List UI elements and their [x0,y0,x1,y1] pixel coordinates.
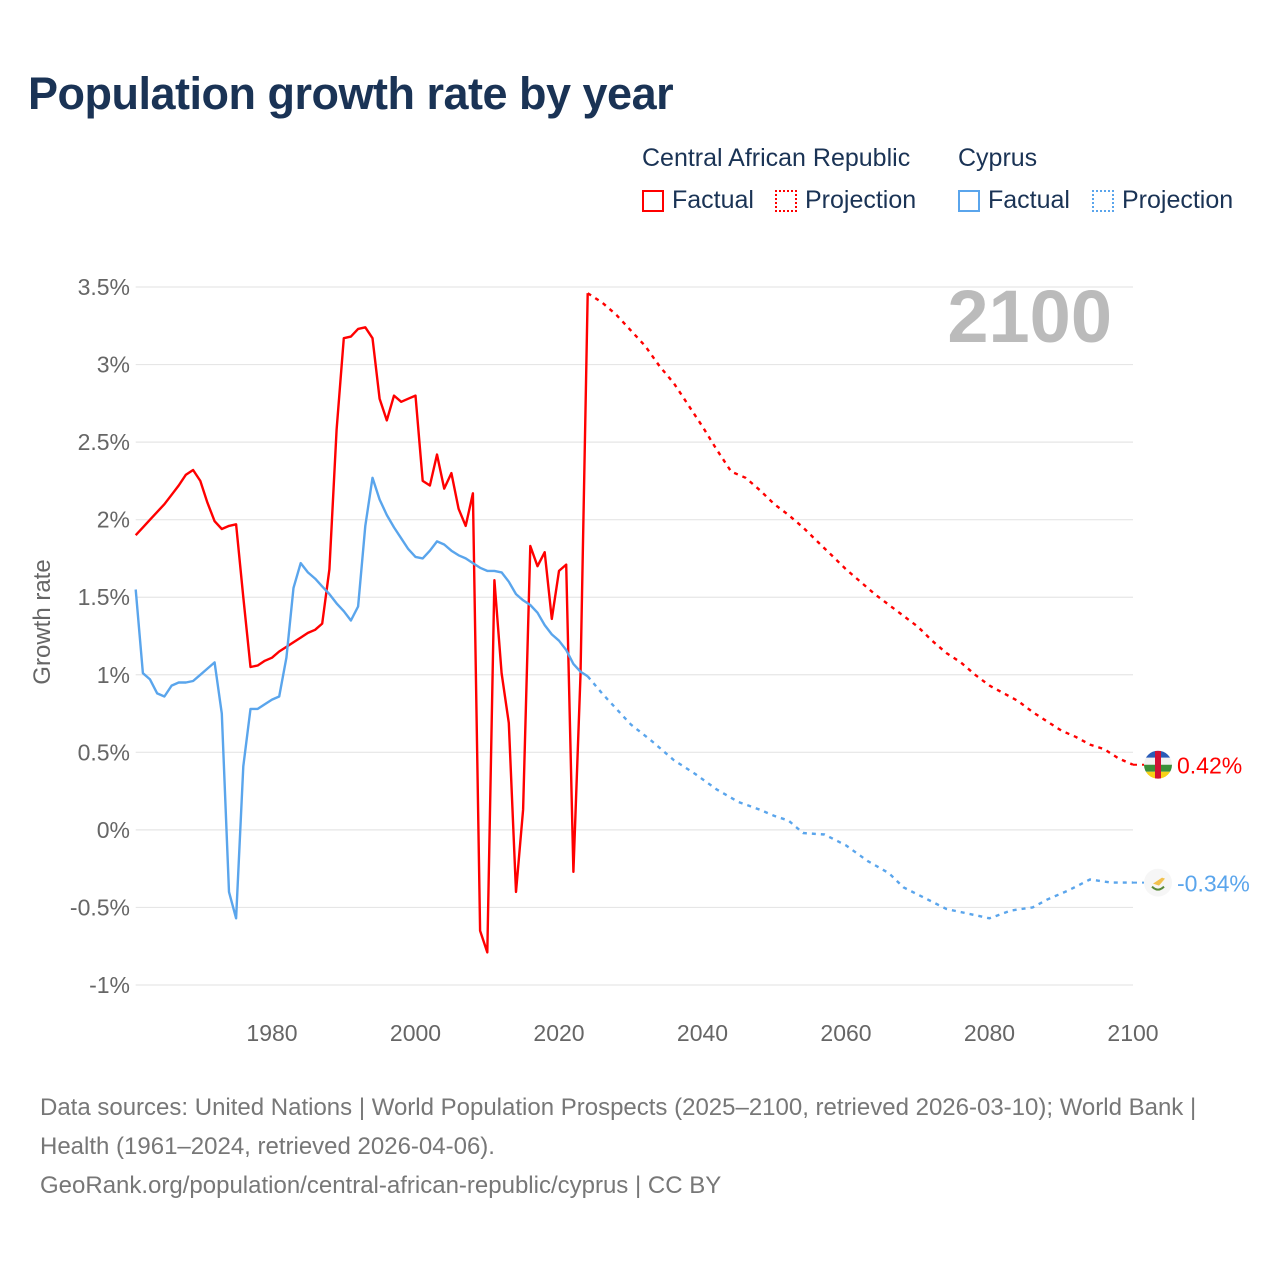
y-tick-label: 0.5% [78,739,130,765]
legend-label: Projection [805,186,917,214]
y-tick-label: -0.5% [70,894,130,920]
source-link[interactable]: GeoRank.org/population/central-african-r… [40,1172,722,1199]
legend-group-cyprus: Cyprus [958,144,1038,172]
y-tick-label: 2.5% [78,429,130,455]
y-tick-label: 3% [97,352,130,378]
y-tick-label: 1% [97,662,130,688]
y-tick-label: 0% [97,817,130,843]
series-line-cyprus-projection [586,675,1133,920]
y-tick-label: -1% [89,972,130,998]
legend-swatch-dotted [775,189,797,212]
legend-car-factual[interactable]: Factual [642,186,754,215]
chart-title: Population growth rate by year [28,68,674,119]
x-tick-label: 1980 [246,1020,297,1046]
series-line-central-african-republic-projection [587,292,1134,766]
end-value-label: 0.42% [1177,753,1242,779]
series-line-cyprus-factual [134,476,589,920]
legend-car-projection[interactable]: Projection [775,186,916,215]
series-line-central-african-republic-factual [134,293,589,954]
y-tick-label: 1.5% [78,584,130,610]
x-tick-label: 2060 [820,1020,871,1046]
legend-label: Factual [672,186,754,214]
legend-swatch-dotted [1092,189,1114,212]
end-value-label: -0.34% [1177,871,1250,897]
legend-swatch-solid [958,189,980,212]
x-tick-label: 2100 [1107,1020,1158,1046]
y-axis-label: Growth rate [29,559,56,684]
y-tick-label: 3.5% [78,274,130,300]
x-tick-label: 2000 [390,1020,441,1046]
legend-label: Projection [1122,186,1234,214]
legend-cyprus-projection[interactable]: Projection [1092,186,1233,215]
legend-label: Factual [988,186,1070,214]
legend-cyprus-factual[interactable]: Factual [958,186,1070,215]
year-label: 2100 [947,275,1112,358]
x-tick-label: 2080 [964,1020,1015,1046]
legend-swatch-solid [642,189,664,212]
x-tick-label: 2040 [677,1020,728,1046]
x-tick-label: 2020 [533,1020,584,1046]
cyprus-flag-icon [1144,868,1172,897]
central-african-republic-flag-icon [1144,750,1172,779]
footer: Data sources: United Nations | World Pop… [40,1088,1240,1205]
y-tick-label: 2% [97,507,130,533]
legend-group-car: Central African Republic [642,144,911,172]
data-sources: Data sources: United Nations | World Pop… [40,1094,1197,1160]
